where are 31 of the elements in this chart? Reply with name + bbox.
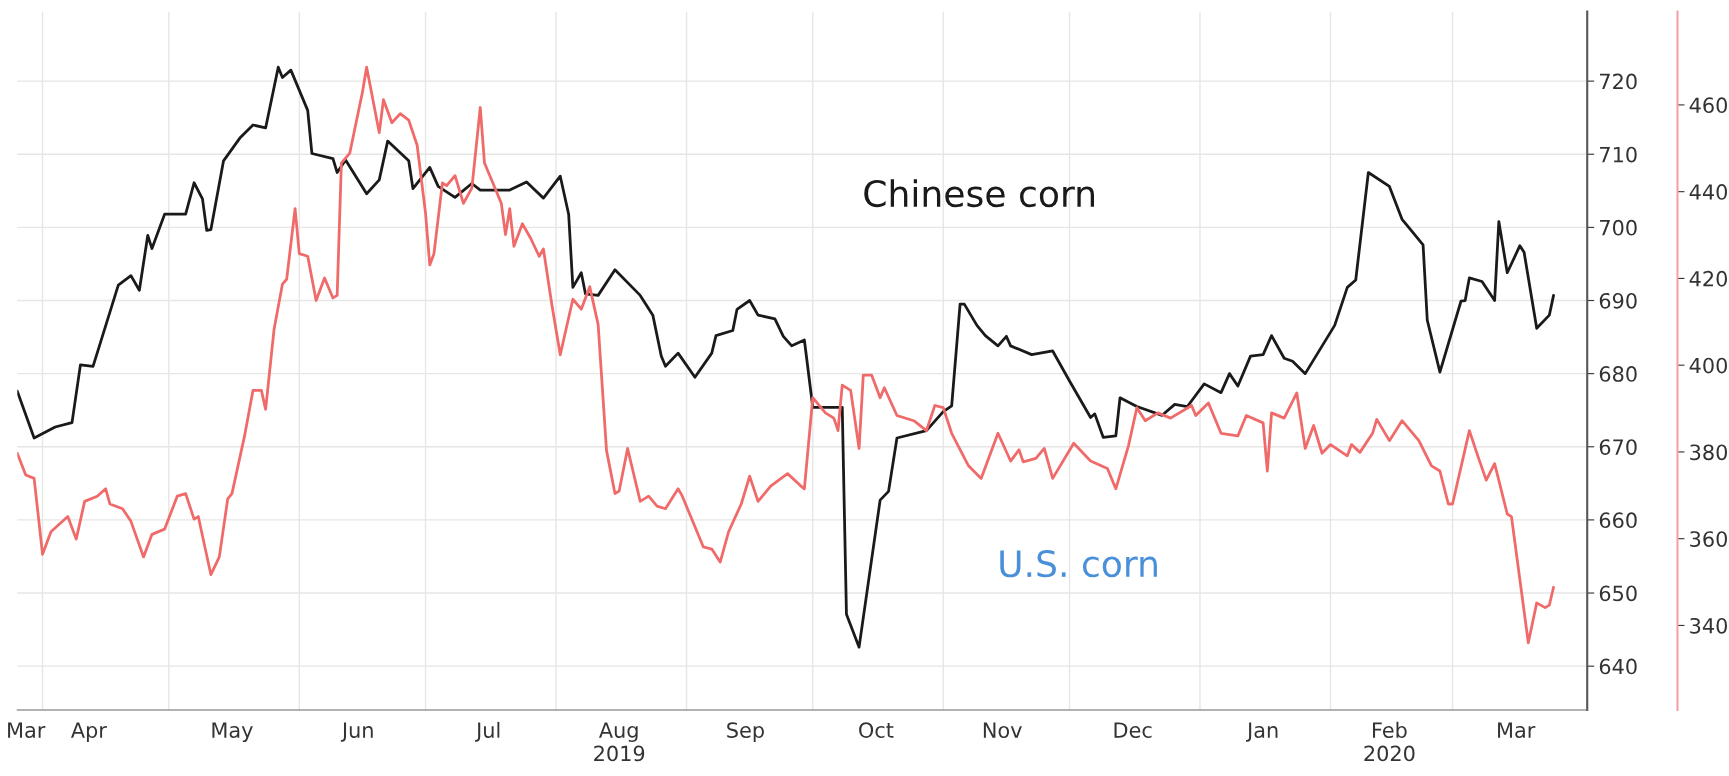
x-tick-label: Aug 2019: [594, 722, 645, 762]
y-tick-label: 710: [1600, 146, 1637, 163]
x-tick-label: Nov: [983, 722, 1022, 738]
y2-tick-label: 400: [1689, 357, 1727, 374]
y2-tick-label: 360: [1690, 531, 1727, 547]
y-tick-label: 660: [1599, 512, 1637, 529]
x-tick-label: May: [212, 722, 253, 743]
y2-tick-label: 460: [1689, 97, 1727, 114]
x-tick-label: Mar: [8, 722, 46, 738]
x-tick-label: Sep: [727, 722, 764, 743]
x-tick-label: Jun: [340, 722, 373, 742]
y-tick-label: 680: [1599, 366, 1637, 382]
annotation: U.S. corn: [1000, 550, 1157, 578]
x-tick-label: Oct: [859, 722, 894, 738]
y2-tick-label: 380: [1690, 444, 1727, 461]
y-tick-label: 670: [1599, 439, 1637, 455]
annotation: Chinese corn: [864, 179, 1094, 208]
x-tick-label: Mar: [1498, 722, 1536, 738]
x-tick-label: Feb 2020: [1364, 721, 1415, 762]
x-tick-label: Dec: [1114, 722, 1152, 738]
y2-tick-label: 340: [1690, 617, 1727, 634]
x-tick-label: Jul: [475, 721, 500, 742]
x-tick-label: Jan: [1246, 722, 1278, 742]
y2-tick-label: 420: [1689, 270, 1727, 287]
x-tick-label: Apr: [70, 722, 107, 743]
y2-tick-label: 440: [1689, 184, 1727, 200]
y-tick-label: 700: [1600, 219, 1637, 236]
y-tick-label: 640: [1599, 658, 1637, 675]
y-tick-label: 690: [1599, 292, 1637, 309]
y-tick-label: 650: [1599, 585, 1637, 602]
y-tick-label: 720: [1600, 73, 1637, 90]
